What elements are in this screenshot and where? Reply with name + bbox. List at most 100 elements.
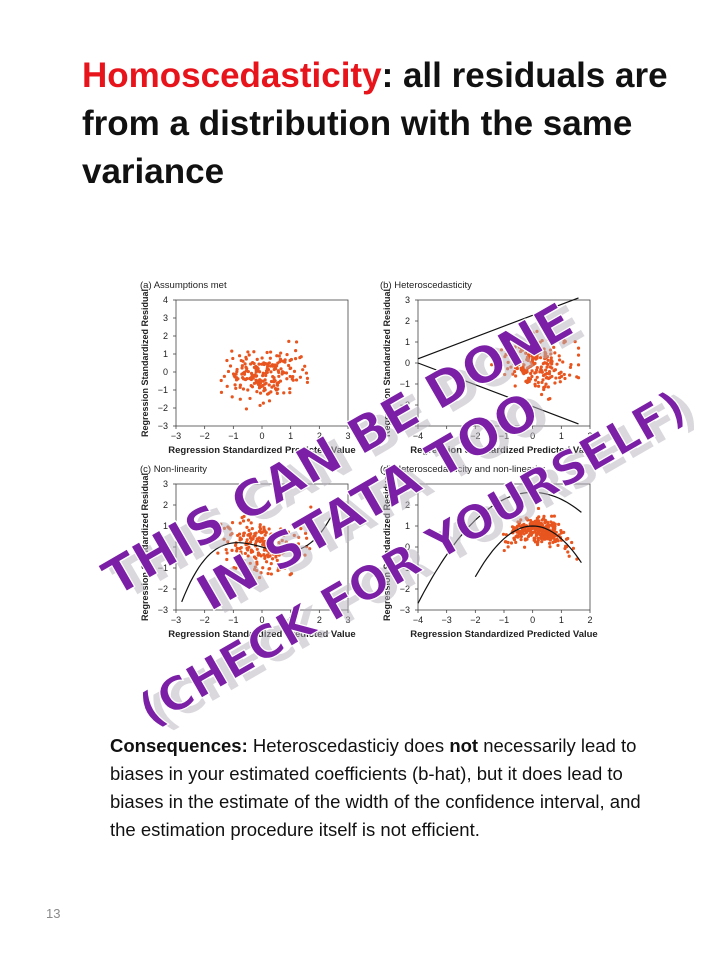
residual-point: [250, 527, 254, 531]
x-tick-label: 1: [559, 615, 564, 625]
residual-point: [506, 353, 510, 357]
residual-point: [276, 361, 280, 365]
consequences-paragraph: Consequences: Heteroscedasticiy does not…: [110, 732, 670, 844]
y-tick-label: 3: [163, 479, 168, 489]
residual-point: [290, 523, 294, 527]
residual-point: [536, 538, 540, 542]
panel-frame: [417, 299, 591, 427]
residual-point: [551, 540, 555, 544]
x-tick-label: 0: [530, 615, 535, 625]
residual-point: [216, 551, 220, 555]
residual-point: [528, 526, 532, 531]
residual-point: [571, 546, 576, 550]
y-tick-label: 2: [405, 500, 410, 510]
residual-point: [233, 383, 237, 387]
residual-point: [276, 387, 280, 391]
panel-title: (a) Assumptions met: [140, 280, 227, 291]
residual-point: [552, 345, 556, 349]
residual-point: [264, 369, 269, 373]
residual-point: [259, 531, 263, 535]
consequences-text-after: necessarily lead to biases in your estim…: [110, 735, 641, 840]
residual-point: [277, 566, 281, 570]
residual-point: [288, 374, 292, 379]
residual-point: [519, 530, 523, 534]
residual-point: [569, 362, 573, 367]
residual-point: [231, 356, 235, 361]
residual-point: [267, 554, 272, 558]
residual-point: [218, 571, 222, 576]
trend-curve: [417, 297, 579, 360]
residual-point: [255, 390, 259, 394]
residual-point: [238, 536, 242, 540]
residual-point: [291, 374, 295, 379]
residual-point: [512, 362, 516, 366]
residual-point: [269, 532, 273, 537]
trend-curve: [417, 491, 582, 604]
residual-point: [566, 536, 570, 541]
y-tick-label: −3: [158, 605, 168, 615]
residual-point: [227, 526, 231, 530]
residual-point: [545, 520, 550, 524]
residual-point: [545, 354, 550, 359]
y-tick-label: 4: [163, 295, 168, 305]
residual-point: [283, 566, 287, 570]
residual-point: [261, 379, 265, 383]
residual-point: [277, 540, 281, 545]
residual-point: [503, 540, 507, 544]
residual-point: [287, 339, 291, 343]
y-tick-label: 3: [163, 313, 168, 323]
residual-point: [298, 375, 303, 379]
x-tick-label: 1: [288, 615, 293, 625]
residual-point: [268, 364, 273, 368]
residual-point: [522, 363, 526, 367]
residual-point: [576, 346, 581, 350]
residual-point: [529, 521, 534, 525]
x-tick-label: −1: [228, 431, 238, 441]
y-tick-label: −2: [158, 403, 168, 413]
residual-point: [573, 340, 577, 344]
residual-point: [261, 536, 265, 540]
y-tick-label: −3: [400, 605, 410, 615]
residual-point: [542, 387, 546, 392]
residual-point: [259, 571, 263, 575]
residual-point: [249, 521, 253, 525]
residual-point: [257, 362, 261, 366]
residual-point: [540, 535, 544, 539]
residual-point: [507, 349, 511, 353]
residual-point: [563, 546, 567, 551]
residual-point: [524, 368, 528, 373]
residual-point: [533, 382, 537, 386]
residual-point: [544, 382, 548, 386]
residual-point: [246, 388, 250, 392]
residual-point: [278, 544, 282, 548]
panel-title: (d) Heteroscedasticity and non-linearity: [380, 464, 545, 475]
residual-point: [520, 523, 524, 528]
y-tick-label: 0: [405, 542, 410, 552]
panel-title: (b) Heteroscedasticity: [380, 280, 472, 291]
residual-point: [219, 522, 223, 526]
residual-point: [509, 365, 513, 369]
residual-point: [529, 371, 533, 376]
residual-point: [528, 518, 533, 523]
consequences-label: Consequences:: [110, 735, 248, 756]
residual-point: [552, 536, 556, 540]
residual-point: [270, 385, 274, 389]
residual-point: [544, 535, 548, 539]
residual-point: [525, 357, 529, 362]
residual-point: [225, 384, 229, 388]
residual-point: [263, 533, 267, 537]
residual-point: [286, 530, 290, 534]
residual-point: [490, 363, 494, 367]
residual-point: [266, 549, 270, 553]
x-tick-label: −3: [171, 615, 181, 625]
residual-point: [576, 363, 581, 367]
residual-point: [511, 372, 515, 376]
residual-point: [532, 349, 536, 353]
residual-point: [506, 367, 510, 371]
residual-point: [250, 573, 254, 577]
residual-point: [230, 548, 234, 552]
residual-point: [262, 548, 267, 552]
residual-point: [279, 527, 283, 531]
residual-point: [222, 537, 226, 541]
residual-point: [273, 379, 277, 383]
